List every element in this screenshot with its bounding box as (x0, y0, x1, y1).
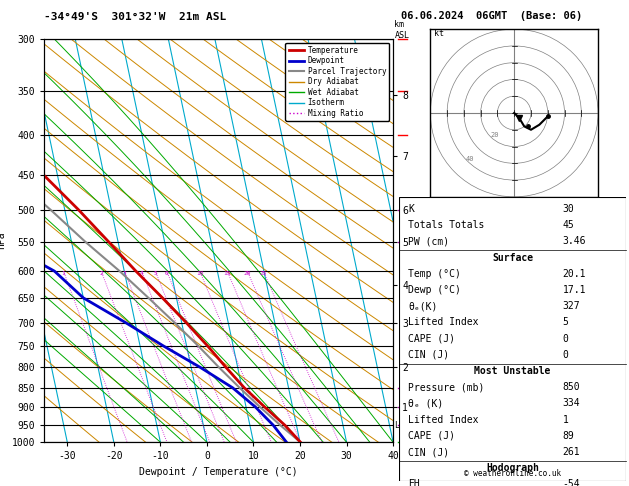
Text: -54: -54 (562, 479, 580, 486)
Text: Lifted Index: Lifted Index (408, 317, 479, 328)
Text: θₑ(K): θₑ(K) (408, 301, 438, 311)
Text: CAPE (J): CAPE (J) (408, 431, 455, 441)
Y-axis label: hPa: hPa (0, 232, 6, 249)
Text: 334: 334 (562, 399, 580, 408)
Text: km
ASL: km ASL (394, 20, 409, 40)
Text: 17.1: 17.1 (562, 285, 586, 295)
Text: 261: 261 (562, 447, 580, 457)
Text: PW (cm): PW (cm) (408, 236, 450, 246)
Text: 45: 45 (562, 220, 574, 230)
Text: 327: 327 (562, 301, 580, 311)
Text: Dewp (°C): Dewp (°C) (408, 285, 461, 295)
Text: Totals Totals: Totals Totals (408, 220, 485, 230)
Text: 40: 40 (466, 156, 474, 162)
Text: K: K (408, 204, 415, 214)
Text: 0: 0 (562, 350, 569, 360)
Text: 10: 10 (196, 271, 204, 276)
Text: 20: 20 (490, 132, 499, 138)
Legend: Temperature, Dewpoint, Parcel Trajectory, Dry Adiabat, Wet Adiabat, Isotherm, Mi: Temperature, Dewpoint, Parcel Trajectory… (286, 43, 389, 121)
Text: 25: 25 (260, 271, 267, 276)
Text: -34°49'S  301°32'W  21m ASL: -34°49'S 301°32'W 21m ASL (44, 12, 226, 22)
Text: © weatheronline.co.uk: © weatheronline.co.uk (464, 469, 561, 478)
Text: LCL: LCL (394, 420, 409, 430)
Text: θₑ (K): θₑ (K) (408, 399, 443, 408)
Text: 5: 5 (153, 271, 157, 276)
Text: 6: 6 (165, 271, 169, 276)
Text: 20: 20 (243, 271, 251, 276)
Text: 1: 1 (562, 415, 569, 425)
FancyBboxPatch shape (399, 197, 626, 481)
Text: CAPE (J): CAPE (J) (408, 333, 455, 344)
Text: 850: 850 (562, 382, 580, 392)
Text: 4: 4 (140, 271, 143, 276)
X-axis label: Dewpoint / Temperature (°C): Dewpoint / Temperature (°C) (139, 467, 298, 477)
Text: 1: 1 (62, 271, 65, 276)
Text: 30: 30 (562, 204, 574, 214)
Text: 2: 2 (99, 271, 103, 276)
Text: CIN (J): CIN (J) (408, 447, 450, 457)
Text: 15: 15 (223, 271, 231, 276)
Text: kt: kt (434, 29, 443, 38)
Text: Lifted Index: Lifted Index (408, 415, 479, 425)
Text: 3.46: 3.46 (562, 236, 586, 246)
Text: Pressure (mb): Pressure (mb) (408, 382, 485, 392)
Text: 06.06.2024  06GMT  (Base: 06): 06.06.2024 06GMT (Base: 06) (401, 11, 582, 21)
Text: EH: EH (408, 479, 420, 486)
Text: 0: 0 (562, 333, 569, 344)
Text: Temp (°C): Temp (°C) (408, 269, 461, 279)
Text: 3: 3 (123, 271, 126, 276)
Text: Hodograph: Hodograph (486, 463, 539, 473)
Text: 5: 5 (562, 317, 569, 328)
Text: Most Unstable: Most Unstable (474, 366, 551, 376)
Text: 89: 89 (562, 431, 574, 441)
Text: 20.1: 20.1 (562, 269, 586, 279)
Text: CIN (J): CIN (J) (408, 350, 450, 360)
Text: Surface: Surface (492, 253, 533, 262)
